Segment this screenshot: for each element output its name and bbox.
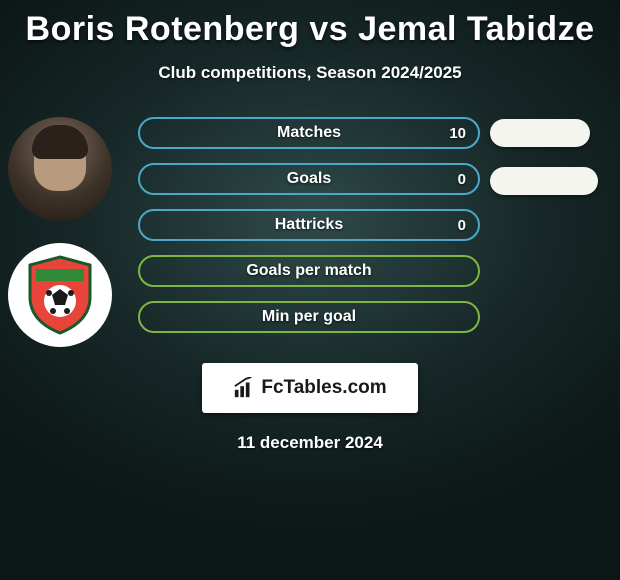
stat-bubble xyxy=(490,167,598,195)
stat-label: Matches xyxy=(140,119,478,147)
subtitle: Club competitions, Season 2024/2025 xyxy=(0,63,620,83)
stat-bar: Min per goal xyxy=(138,301,480,333)
stat-bubble xyxy=(490,119,590,147)
club-logo-icon xyxy=(24,255,96,335)
page-title: Boris Rotenberg vs Jemal Tabidze xyxy=(0,0,620,49)
stat-value: 0 xyxy=(458,165,466,193)
stat-value: 0 xyxy=(458,211,466,239)
stat-bars: Matches10Goals0Hattricks0Goals per match… xyxy=(138,117,480,347)
date-label: 11 december 2024 xyxy=(0,433,620,453)
stat-label: Hattricks xyxy=(140,211,478,239)
stat-label: Min per goal xyxy=(140,303,478,331)
avatars-column xyxy=(8,117,120,347)
stat-label: Goals xyxy=(140,165,478,193)
stat-bar: Matches10 xyxy=(138,117,480,149)
brand-text: FcTables.com xyxy=(261,377,386,399)
stat-bar: Goals0 xyxy=(138,163,480,195)
stat-value: 10 xyxy=(449,119,466,147)
club-avatar xyxy=(8,243,112,347)
comparison-card: Boris Rotenberg vs Jemal Tabidze Club co… xyxy=(0,0,620,580)
chart-icon xyxy=(233,377,255,399)
player-avatar xyxy=(8,117,112,221)
brand-box: FcTables.com xyxy=(202,363,418,413)
stat-label: Goals per match xyxy=(140,257,478,285)
stat-bar: Hattricks0 xyxy=(138,209,480,241)
content-area: Matches10Goals0Hattricks0Goals per match… xyxy=(0,117,620,347)
bubbles-column xyxy=(490,117,610,213)
stat-bar: Goals per match xyxy=(138,255,480,287)
